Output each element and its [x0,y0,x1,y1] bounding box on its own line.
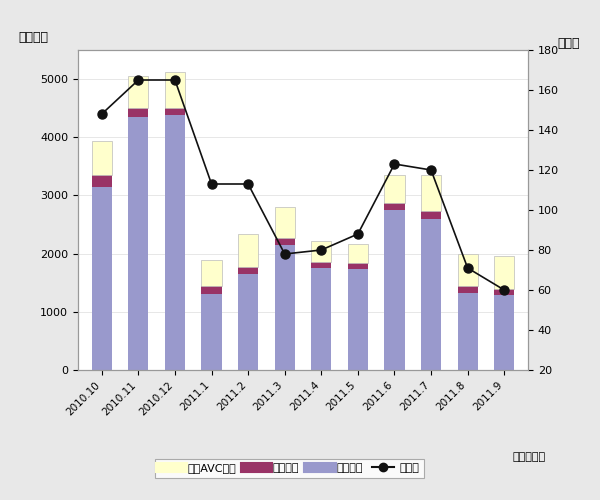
Bar [421,218,441,370]
Bar [385,203,404,210]
Bar [238,274,258,370]
Bar [458,286,478,292]
Bar [275,238,295,245]
Bar [421,211,441,218]
Bar [348,244,368,263]
Bar [92,175,112,186]
Bar [494,289,514,295]
Bar [275,206,295,238]
Bar [165,72,185,108]
Bar [128,117,148,370]
Bar [348,263,368,270]
Bar [458,254,478,286]
Bar [311,241,331,262]
Bar [385,210,404,370]
Bar [421,175,441,211]
Bar [202,260,221,286]
Bar [92,186,112,370]
Bar [202,294,221,370]
Bar [494,295,514,370]
Bar [311,268,331,370]
Bar [128,108,148,117]
Bar [128,76,148,108]
Bar [494,256,514,289]
Bar [311,262,331,268]
Bar [92,142,112,175]
Bar [275,245,295,370]
Y-axis label: （億円）: （億円） [18,30,48,44]
Y-axis label: （％）: （％） [557,37,580,50]
Bar [238,234,258,267]
Bar [165,108,185,115]
Bar [458,292,478,370]
Bar [348,270,368,370]
Bar [202,286,221,294]
Bar [385,174,404,203]
Legend: カーAVC機器, 音声機器, 映像機器, 前年比: カーAVC機器, 音声機器, 映像機器, 前年比 [155,459,424,478]
Bar [238,267,258,274]
Text: （年・月）: （年・月） [513,452,546,462]
Bar [165,115,185,370]
